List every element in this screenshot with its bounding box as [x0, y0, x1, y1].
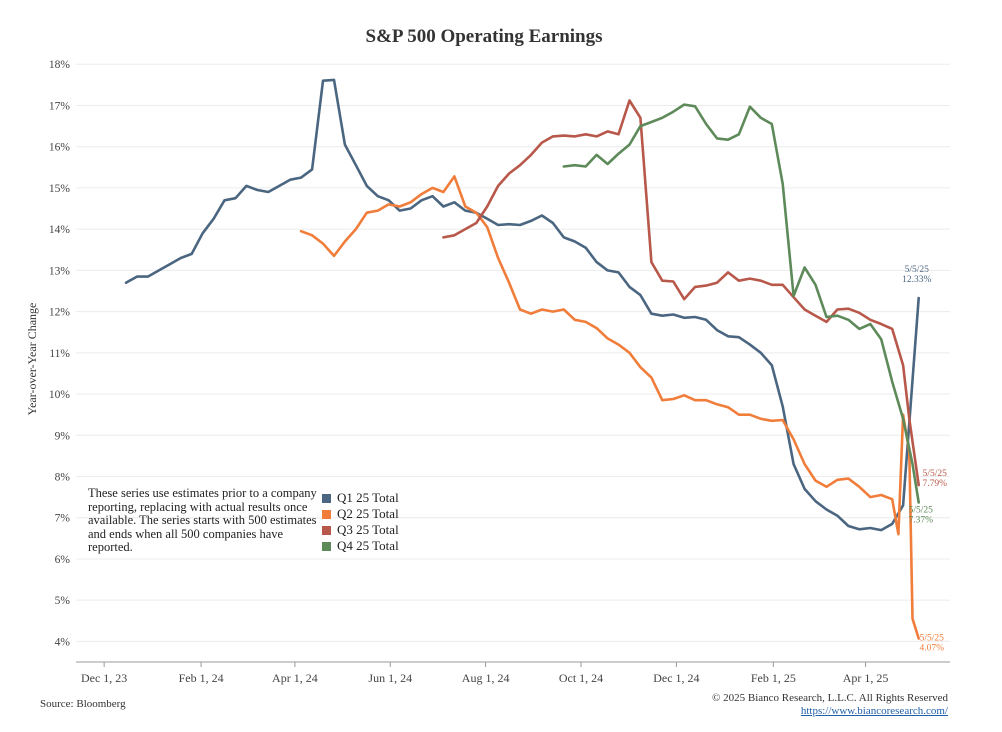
end-label-4: 5/5/25 7.37% — [908, 505, 933, 525]
y-tick-label: 10% — [49, 389, 71, 401]
x-tick-label: Aug 1, 24 — [462, 671, 510, 685]
series-line-4 — [562, 103, 920, 504]
y-tick-label: 5% — [55, 595, 71, 607]
y-tick-label: 13% — [49, 265, 71, 277]
y-tick-label: 6% — [55, 554, 71, 566]
legend-item: Q4 25 Total — [322, 538, 399, 554]
y-tick-label: 9% — [55, 430, 71, 442]
series-line-2 — [299, 175, 920, 640]
y-tick-label: 16% — [49, 142, 71, 154]
end-label-date: 5/5/25 — [923, 469, 948, 479]
x-tick-label: Jun 1, 24 — [368, 671, 412, 685]
series-line-3 — [442, 99, 920, 487]
x-tick-label: Dec 1, 23 — [81, 671, 127, 685]
x-tick-label: Apr 1, 25 — [843, 671, 889, 685]
y-tick-label: 18% — [49, 59, 71, 71]
legend: Q1 25 Total Q2 25 Total Q3 25 Total Q4 25 T… — [322, 490, 399, 554]
end-label-date: 5/5/25 — [905, 265, 930, 275]
legend-label: Q1 25 Total — [337, 490, 399, 505]
end-label-3: 5/5/25 7.79% — [922, 469, 947, 489]
legend-swatch — [322, 509, 331, 519]
copyright-block: © 2025 Bianco Research, L.L.C. All Right… — [712, 692, 948, 718]
source-note: Source: Bloomberg — [40, 698, 126, 710]
end-labels: 5/5/25 12.33%5/5/25 4.07%5/5/25 7.79%5/5/25… — [902, 265, 947, 654]
x-tick-label: Feb 1, 25 — [751, 671, 796, 685]
y-tick-label: 11% — [49, 348, 70, 360]
y-axis-label: Year-over-Year Change — [25, 303, 39, 416]
end-label-1: 5/5/25 12.33% — [902, 265, 931, 285]
legend-item: Q3 25 Total — [322, 522, 399, 538]
x-tick-label: Dec 1, 24 — [653, 671, 699, 685]
end-label-value: 12.33% — [902, 275, 931, 285]
methodology-note: These series use estimates prior to a co… — [88, 486, 317, 554]
legend-label: Q2 25 Total — [337, 506, 399, 521]
legend-label: Q3 25 Total — [337, 522, 399, 537]
series-line-1 — [124, 78, 920, 532]
y-tick-label: 17% — [49, 100, 71, 112]
website-link[interactable]: https://www.biancoresearch.com/ — [800, 705, 948, 717]
end-label-value: 7.79% — [922, 479, 947, 489]
end-label-2: 5/5/25 4.07% — [919, 634, 944, 654]
series-lines — [124, 78, 920, 640]
legend-swatch — [322, 525, 331, 535]
y-tick-label: 4% — [55, 636, 71, 648]
end-label-date: 5/5/25 — [909, 505, 934, 515]
x-tick-label: Apr 1, 24 — [272, 671, 318, 685]
end-label-value: 4.07% — [919, 644, 944, 654]
end-label-value: 7.37% — [908, 515, 933, 525]
chart-title: S&P 500 Operating Earnings — [365, 26, 603, 47]
y-tick-label: 15% — [49, 183, 71, 195]
legend-item: Q2 25 Total — [322, 506, 399, 522]
legend-label: Q4 25 Total — [337, 538, 399, 553]
y-tick-label: 7% — [55, 513, 71, 525]
gridlines — [76, 63, 950, 642]
legend-item: Q1 25 Total — [322, 490, 399, 506]
y-tick-label: 12% — [49, 307, 71, 319]
x-tick-label: Feb 1, 24 — [179, 671, 224, 685]
axes: 4% 5% 6% 7% 8% 9% 10% 11% 12% 13% 14% 15% 16% 17% 18% D… — [25, 59, 950, 685]
end-label-date: 5/5/25 — [920, 634, 945, 644]
legend-swatch — [322, 493, 331, 503]
copyright-text: © 2025 Bianco Research, L.L.C. All Right… — [712, 692, 948, 704]
x-tick-label: Oct 1, 24 — [559, 671, 603, 685]
y-tick-label: 8% — [55, 471, 71, 483]
legend-swatch — [322, 541, 331, 551]
y-tick-label: 14% — [49, 224, 71, 236]
